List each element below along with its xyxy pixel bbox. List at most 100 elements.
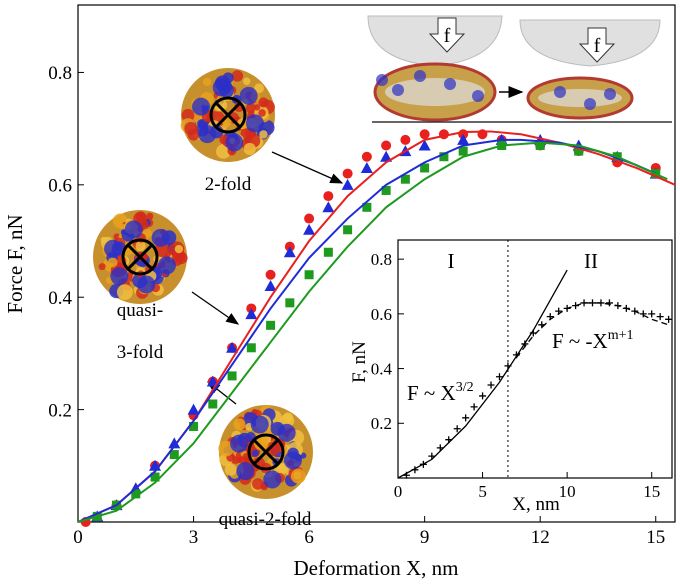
data-point: [462, 414, 470, 422]
x-tick-label: 0: [73, 527, 83, 548]
x-tick-label: 15: [643, 482, 660, 501]
data-point: [343, 225, 353, 235]
data-point: [169, 450, 179, 460]
virus-blob: [414, 70, 426, 82]
data-point: [304, 270, 314, 280]
x-tick-label: 9: [420, 527, 430, 548]
virus-blob: [392, 84, 404, 96]
y-tick-label: 0.2: [371, 414, 392, 433]
x-axis-label: Deformation X, nm: [293, 556, 458, 580]
data-point: [187, 403, 200, 415]
virus-blob: [98, 263, 106, 271]
annotation-text: I: [448, 249, 455, 273]
annotation-superscript: 3/2: [456, 380, 474, 395]
virus-blob: [604, 88, 616, 100]
data-point: [400, 134, 411, 145]
annotation-text: F ~ X: [407, 381, 456, 405]
virus-blob: [107, 257, 118, 268]
annotation-text: 3-fold: [117, 342, 164, 363]
capsid-core: [385, 78, 485, 106]
data-point: [381, 140, 392, 151]
virus-blob: [135, 241, 146, 252]
virus-blob: [174, 244, 184, 254]
virus-blob: [212, 78, 231, 97]
data-point: [418, 139, 431, 151]
data-point: [323, 191, 334, 202]
data-point: [322, 201, 335, 213]
virus-blob: [225, 133, 244, 152]
data-point: [420, 163, 430, 173]
virus-blob: [192, 97, 211, 116]
y-tick-label: 0.6: [48, 175, 72, 196]
y-axis-label: Force F, nN: [3, 214, 27, 313]
data-point: [457, 133, 470, 145]
data-point: [150, 472, 160, 482]
data-point: [342, 168, 353, 179]
data-point: [574, 146, 584, 156]
virus-blob: [258, 109, 266, 117]
annotation: 3-fold: [117, 342, 164, 363]
annotation: f: [444, 25, 451, 47]
annotation-text: 2-fold: [205, 174, 252, 195]
virus-blob: [444, 78, 456, 90]
data-point: [470, 403, 478, 411]
virus-blob: [239, 86, 258, 105]
virus-blob: [554, 86, 566, 98]
virus-blob: [259, 130, 268, 139]
data-point: [227, 371, 237, 381]
virus-blob: [243, 77, 251, 86]
data-point: [495, 373, 503, 381]
data-point: [665, 315, 673, 323]
y-tick-label: 0.8: [48, 63, 72, 84]
y-tick-label: 0.2: [48, 400, 72, 421]
y-tick-label: 0.8: [371, 250, 392, 269]
data-point: [246, 343, 256, 353]
data-point: [131, 489, 141, 499]
axis-symbol: [209, 96, 247, 134]
virus-image: [93, 210, 188, 304]
annotation-text: F ~ -X: [552, 329, 608, 353]
annotation-text: II: [584, 249, 598, 273]
data-point: [362, 202, 372, 212]
virus-blob: [472, 90, 484, 102]
data-point: [381, 185, 391, 195]
annotation: quasi-2-fold: [219, 509, 312, 530]
virus-blob: [263, 470, 282, 489]
virus-blob: [280, 413, 295, 428]
annotation-text: f: [594, 35, 601, 57]
x-tick-label: 6: [304, 527, 314, 548]
virus-blob: [277, 423, 296, 442]
fit-line: [77, 141, 668, 523]
annotation-superscript: m+1: [608, 328, 634, 343]
virus-image: [218, 405, 313, 499]
axis-symbol: [121, 238, 159, 276]
data-point: [428, 452, 436, 460]
annotation: I: [448, 249, 455, 273]
virus-blob: [151, 228, 170, 247]
y-tick-label: 0.4: [371, 360, 393, 379]
data-point: [639, 310, 647, 318]
data-point: [487, 381, 495, 389]
arrow: [271, 151, 344, 184]
data-point: [400, 174, 410, 184]
virus-blob: [253, 435, 269, 451]
data-point: [264, 279, 277, 291]
data-point: [189, 421, 199, 431]
virus-blob: [250, 415, 269, 434]
virus-blob: [230, 434, 249, 453]
virus-blob: [258, 97, 269, 108]
data-point: [323, 247, 333, 257]
data-point: [265, 269, 276, 280]
virus-blob: [290, 468, 306, 484]
annotation: quasi-: [117, 300, 163, 321]
data-point: [283, 246, 296, 258]
virus-blob: [198, 125, 217, 144]
virus-blob: [216, 144, 231, 159]
tip-sphere: [367, 15, 503, 67]
virus-blob: [218, 440, 235, 457]
annotation-text: f: [444, 25, 451, 47]
virus-blob: [231, 70, 244, 82]
virus-blob: [243, 142, 256, 156]
data-point: [458, 146, 468, 156]
y-axis-label: F, nN: [349, 341, 370, 383]
